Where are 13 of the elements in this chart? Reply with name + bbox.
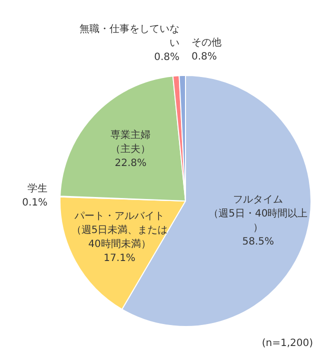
data-label: 0.8% (154, 52, 180, 63)
slice-label: 無職・仕事をしていない (80, 22, 180, 49)
slice-label: 学生 (28, 182, 48, 195)
data-label: 17.1% (104, 252, 136, 264)
data-label: 22.8% (114, 158, 147, 170)
slice-label: フルタイム（週5日・40時間以上） (208, 194, 308, 234)
slice-label: 専業主婦（主夫） (110, 129, 151, 156)
slice-label: パート・アルバイト（週5日未満、または40時間未満） (71, 210, 168, 250)
slice-label: その他 (192, 36, 222, 49)
data-label: 0.1% (22, 198, 48, 209)
data-label: 58.5% (242, 236, 274, 248)
data-label: 0.8% (192, 52, 217, 63)
text: (n=1,200) (262, 338, 313, 349)
